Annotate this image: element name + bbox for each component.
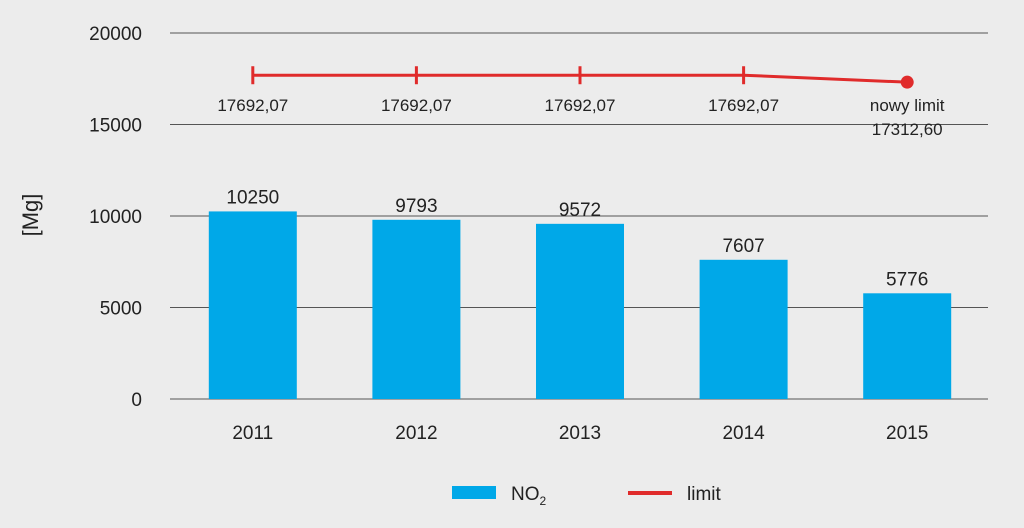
gridlines xyxy=(170,32,988,400)
x-tick-label: 2015 xyxy=(886,423,928,444)
legend-line-label: limit xyxy=(687,484,721,505)
limit-value-label: 17312,60 xyxy=(872,120,943,139)
y-axis-ticks: 0 5000 10000 15000 20000 xyxy=(89,24,142,411)
bar xyxy=(536,223,624,399)
bar-value-label: 7607 xyxy=(722,236,764,257)
y-tick-label: 10000 xyxy=(89,207,142,228)
x-axis-ticks: 2011 2012 2013 2014 2015 xyxy=(232,423,928,444)
bar-value-label: 10250 xyxy=(226,187,279,208)
limit-value-labels: 17692,07 17692,07 17692,07 17692,07 nowy lim… xyxy=(217,96,944,139)
x-tick-label: 2012 xyxy=(395,423,437,444)
limit-value-label: 17692,07 xyxy=(217,96,288,115)
bar-value-labels: 10250 9793 9572 7607 5776 xyxy=(226,187,928,290)
bar-value-label: 9793 xyxy=(395,196,437,217)
bar-value-label: 5776 xyxy=(886,269,928,290)
x-tick-label: 2013 xyxy=(559,423,601,444)
limit-point-marker xyxy=(900,75,914,89)
legend-bar-label: NO2 xyxy=(511,484,547,508)
limit-value-label: 17692,07 xyxy=(381,96,452,115)
y-tick-label: 15000 xyxy=(89,116,142,137)
bar xyxy=(208,211,297,399)
y-tick-label: 20000 xyxy=(89,24,142,45)
x-tick-label: 2011 xyxy=(232,423,273,444)
legend: NO2 limit xyxy=(452,484,721,508)
bar xyxy=(699,259,788,399)
limit-value-label: 17692,07 xyxy=(545,96,616,115)
y-tick-label: 5000 xyxy=(100,299,142,320)
y-axis-label: [Mg] xyxy=(18,194,43,237)
limit-value-label: 17692,07 xyxy=(708,96,779,115)
legend-bar-swatch xyxy=(452,486,496,499)
bar-value-label: 9572 xyxy=(559,200,601,221)
bar xyxy=(372,219,461,399)
y-tick-label: 0 xyxy=(131,390,142,411)
limit-line xyxy=(251,66,914,89)
bar xyxy=(863,293,952,399)
bars xyxy=(208,211,952,399)
x-tick-label: 2014 xyxy=(722,423,765,444)
limit-label-prefix: nowy limit xyxy=(870,96,945,115)
